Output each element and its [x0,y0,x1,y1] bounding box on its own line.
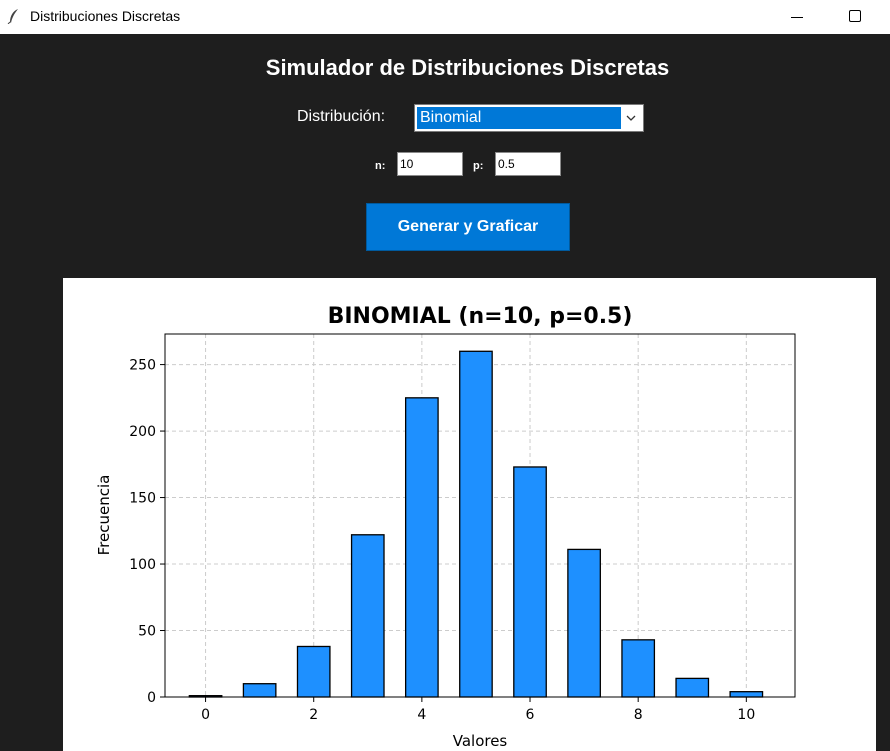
chevron-down-icon[interactable] [621,107,641,129]
chart-panel: 0 2 4 6 8 10 0 50 100 150 200 250 BINOMIAL (n=10, p… [63,278,876,751]
p-label: p: [473,160,484,172]
y-axis-label: Frecuencia [95,475,113,556]
title-bar: Distribuciones Discretas [0,0,890,34]
plot-frame [164,333,796,698]
bar-3 [350,534,385,698]
bar-5 [459,350,493,698]
bar-7 [567,548,601,698]
x-tick-label: 0 [201,707,210,723]
distribution-label: Distribución: [297,108,386,125]
x-tick-label: 8 [634,707,643,723]
x-tick-label: 4 [417,707,426,723]
x-tick-label: 6 [526,707,535,723]
bar-6 [513,466,547,698]
y-tick-label: 150 [129,491,156,507]
minimize-button[interactable] [782,0,812,34]
x-axis-label: Valores [453,732,508,750]
distribution-select[interactable]: Binomial [414,104,644,132]
feather-icon [7,9,18,24]
x-tick-label: 2 [309,707,318,723]
p-input[interactable] [495,152,561,176]
maximize-button[interactable] [840,0,870,34]
x-tick-label: 10 [737,707,755,723]
distribution-selected-value: Binomial [417,107,621,129]
n-label: n: [375,160,386,172]
bar-8 [621,639,656,698]
y-tick-label: 250 [129,358,156,374]
n-input[interactable] [397,152,463,176]
page-title: Simulador de Distribuciones Discretas [265,55,670,80]
y-tick-label: 0 [147,690,156,706]
bar-9 [675,677,710,698]
generate-button[interactable]: Generar y Graficar [366,203,570,251]
y-tick-label: 50 [138,624,156,640]
bar-2 [296,645,331,698]
bar-1 [242,683,277,698]
window-title: Distribuciones Discretas [30,8,181,24]
chart-title: BINOMIAL (n=10, p=0.5) [328,304,633,329]
y-tick-label: 200 [129,424,156,440]
y-tick-label: 100 [129,557,156,573]
bar-4 [404,397,439,698]
bar-10 [729,691,764,698]
